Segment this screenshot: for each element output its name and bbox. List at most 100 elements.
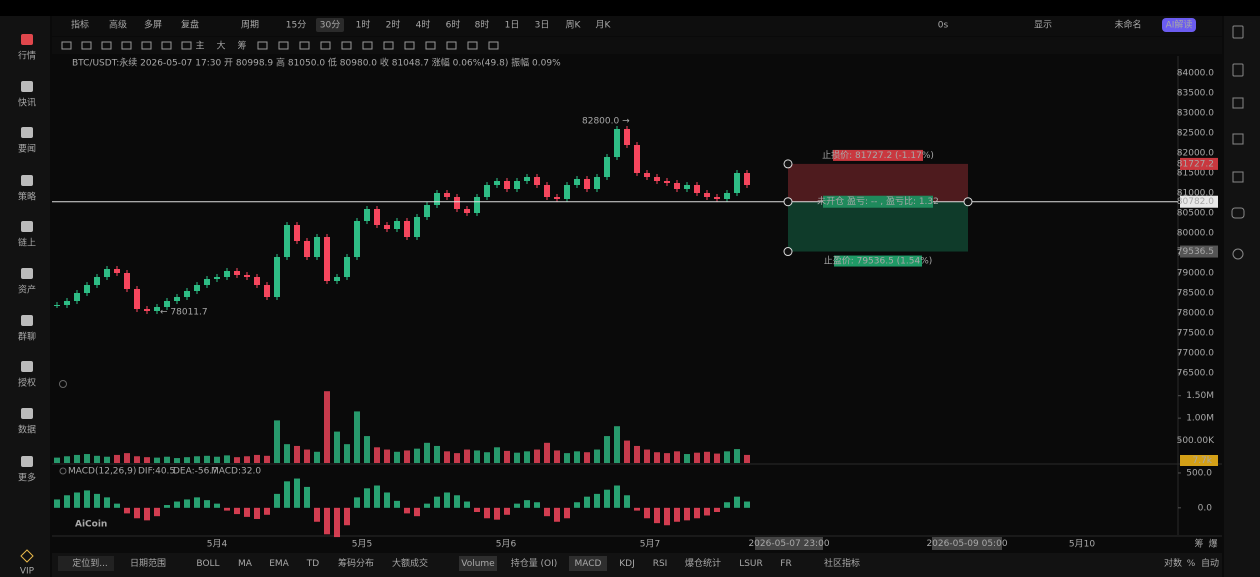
macd-settings[interactable] (59, 467, 67, 475)
drawing-tool-icon[interactable] (257, 41, 268, 50)
volume-settings[interactable] (59, 380, 67, 388)
indicator-button[interactable]: FR (780, 559, 791, 569)
period-button[interactable]: 15分 (286, 20, 306, 31)
corner-label[interactable]: 爆 (1208, 538, 1217, 550)
indicator-button[interactable]: TD (306, 559, 319, 569)
drawing-tool-icon[interactable] (278, 41, 289, 50)
drawing-tool-icon[interactable] (488, 41, 499, 50)
vip-icon[interactable] (20, 549, 34, 563)
drawing-tool-icon[interactable] (61, 41, 72, 50)
indicator-button[interactable]: KDJ (619, 559, 635, 569)
scale-button[interactable]: 自动 (1201, 557, 1219, 569)
icon[interactable] (1232, 171, 1244, 183)
drawing-tool-icon[interactable] (181, 41, 192, 50)
period-button[interactable]: 周K (566, 20, 582, 31)
sidebar-item[interactable]: 更多 (18, 472, 36, 484)
indicator-button[interactable]: 持仓量 (OI) (511, 557, 558, 569)
indicator-button[interactable]: MA (238, 559, 253, 569)
sidebar-icon[interactable] (21, 456, 33, 467)
vip[interactable]: VIP (20, 567, 35, 577)
sidebar-item[interactable]: 资产 (18, 284, 36, 296)
drawing-tool-icon[interactable] (141, 41, 152, 50)
icon[interactable] (1232, 133, 1244, 145)
sidebar-item[interactable]: 策略 (18, 191, 36, 203)
toolbar-button[interactable]: 复盘 (181, 19, 199, 31)
bottom-button[interactable]: 定位到... (72, 557, 108, 569)
toolbar-button[interactable]: 周期 (241, 20, 259, 31)
indicator-button[interactable]: BOLL (196, 559, 219, 569)
sidebar-icon[interactable] (21, 315, 33, 326)
drawing-tool-icon[interactable] (299, 41, 310, 50)
drawing-tool-icon[interactable] (404, 41, 415, 50)
drawing-tool-icon[interactable] (425, 41, 436, 50)
drawing-tool-icon[interactable] (341, 41, 352, 50)
sidebar-icon[interactable] (21, 268, 33, 279)
handle[interactable] (783, 197, 793, 207)
period-button[interactable]: 4时 (416, 19, 431, 31)
icon[interactable] (1232, 248, 1244, 260)
drawing-tool-icon[interactable] (81, 41, 92, 50)
handle[interactable] (783, 159, 793, 169)
sidebar-item[interactable]: 群聊 (18, 331, 36, 343)
handle[interactable] (783, 247, 793, 257)
drawing-tool[interactable]: 大 (216, 40, 225, 52)
period-button[interactable]: 3日 (535, 20, 550, 31)
icon[interactable] (1232, 97, 1244, 109)
sidebar-icon[interactable] (21, 408, 33, 419)
drawing-tool[interactable]: 主 (195, 40, 204, 52)
toolbar-button[interactable]: 指标 (71, 19, 89, 31)
sidebar-item[interactable]: 快讯 (18, 97, 36, 109)
sidebar-item[interactable]: 链上 (18, 237, 36, 249)
indicator-button[interactable]: EMA (269, 559, 289, 569)
icon[interactable] (1232, 25, 1244, 39)
indicator-button[interactable]: MACD (575, 559, 602, 569)
ai-button-bg[interactable] (1162, 18, 1196, 32)
sidebar-icon[interactable] (21, 221, 33, 232)
indicator-button[interactable]: 大额成交 (392, 557, 428, 569)
sidebar-icon[interactable] (21, 81, 33, 92)
scale-button[interactable]: 对数 (1164, 557, 1182, 569)
period-button[interactable]: 2时 (386, 19, 401, 31)
sidebar-item[interactable]: 行情 (18, 50, 36, 62)
period-button[interactable]: 1日 (505, 20, 520, 31)
toolbar-button[interactable]: 多屏 (144, 19, 162, 31)
indicator-button[interactable]: 爆仓统计 (685, 557, 721, 569)
period-button[interactable]: 30分 (320, 20, 340, 31)
sidebar-item[interactable]: 要闻 (18, 144, 36, 155)
corner-label[interactable]: 筹 (1194, 538, 1203, 550)
drawing-tool-icon[interactable] (101, 41, 112, 50)
drawing-tool-icon[interactable] (121, 41, 132, 50)
display-button[interactable]: 显示 (1034, 20, 1052, 31)
ai-button[interactable]: AI解读 (1166, 19, 1193, 31)
sidebar-item[interactable]: 数据 (18, 424, 36, 436)
drawing-tool[interactable]: 筹 (237, 40, 246, 52)
sidebar-icon[interactable] (21, 127, 33, 138)
icon[interactable] (1231, 207, 1245, 219)
drawing-tool-icon[interactable] (161, 41, 172, 50)
indicator-button[interactable]: 社区指标 (824, 557, 860, 569)
period-button[interactable]: 月K (596, 20, 612, 31)
indicator-button[interactable]: Volume (461, 559, 495, 569)
indicator-button[interactable]: LSUR (739, 559, 763, 569)
sidebar-item[interactable]: 授权 (18, 377, 36, 389)
handle[interactable] (963, 197, 973, 207)
icon[interactable] (1232, 63, 1244, 77)
locate-bg[interactable] (58, 556, 114, 571)
period-button[interactable]: 8时 (475, 19, 490, 31)
layout-name[interactable]: 未命名 (1114, 19, 1141, 31)
sidebar-icon[interactable] (21, 34, 33, 45)
toolbar-button[interactable]: 高级 (109, 19, 127, 31)
bottom-button[interactable]: 日期范围 (130, 557, 166, 569)
period-button[interactable]: 1时 (356, 19, 371, 31)
drawing-tool-icon[interactable] (383, 41, 394, 50)
timer[interactable]: 0s (938, 21, 949, 31)
indicator-button[interactable]: RSI (653, 559, 668, 569)
scale-button[interactable]: % (1187, 559, 1196, 569)
period-button[interactable]: 6时 (446, 19, 461, 31)
drawing-tool-icon[interactable] (362, 41, 373, 50)
drawing-tool-icon[interactable] (320, 41, 331, 50)
indicator-button[interactable]: 筹码分布 (338, 557, 374, 569)
sidebar-icon[interactable] (21, 361, 33, 372)
drawing-tool-icon[interactable] (446, 41, 457, 50)
drawing-tool-icon[interactable] (467, 41, 478, 50)
